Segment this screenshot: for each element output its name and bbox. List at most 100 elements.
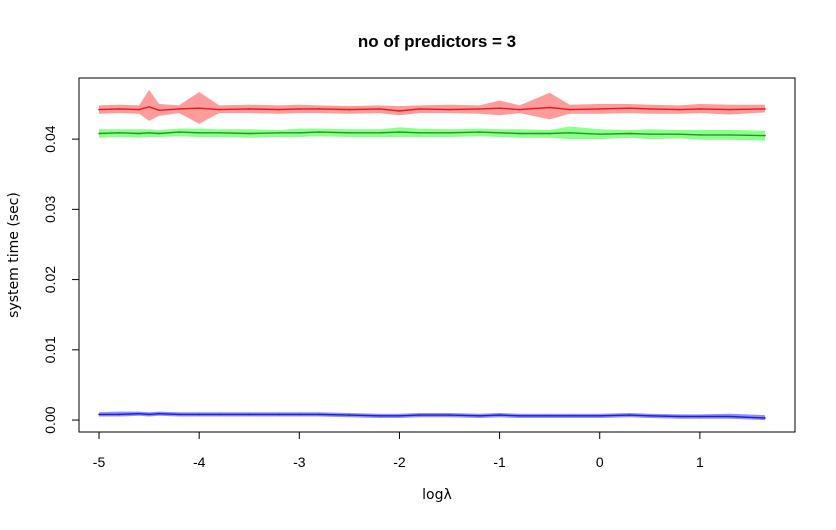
x-tick-label: -2 bbox=[393, 454, 406, 470]
series-2-point bbox=[649, 415, 651, 417]
series-1-point bbox=[98, 132, 100, 135]
chart-title: no of predictors = 3 bbox=[358, 32, 516, 51]
y-tick-label: 0.02 bbox=[42, 266, 58, 293]
x-tick-label: 1 bbox=[696, 454, 704, 470]
series-0-band bbox=[99, 89, 765, 124]
series-1-point bbox=[649, 133, 651, 135]
x-tick-label: -3 bbox=[293, 454, 306, 470]
series-2-point bbox=[378, 415, 381, 417]
series-2-point bbox=[679, 415, 681, 418]
series-0-point bbox=[138, 108, 140, 111]
y-axis: 0.00 0.01 0.02 0.03 0.04 bbox=[42, 125, 80, 434]
series-1-point bbox=[148, 132, 150, 134]
series-0-point bbox=[248, 108, 250, 110]
series-0-point bbox=[649, 108, 651, 110]
series-0-point bbox=[298, 108, 301, 110]
series-2-point bbox=[218, 413, 220, 416]
x-axis-label: logλ bbox=[422, 487, 452, 503]
series-1-point bbox=[764, 134, 766, 137]
x-tick-label: -4 bbox=[193, 454, 206, 470]
y-tick-label: 0.01 bbox=[42, 336, 58, 363]
series-2-point bbox=[699, 415, 701, 418]
series-2-point bbox=[278, 413, 281, 416]
x-tick-label: -5 bbox=[93, 454, 106, 470]
series-2-point bbox=[398, 415, 401, 417]
plot-area bbox=[98, 89, 766, 421]
series-0-point bbox=[318, 108, 321, 110]
series-0-point bbox=[448, 108, 451, 111]
series-1-point bbox=[278, 132, 281, 134]
series-1-point bbox=[568, 132, 571, 134]
series-1-point bbox=[478, 131, 481, 133]
series-0-point bbox=[218, 108, 220, 111]
series-1-point bbox=[198, 132, 200, 134]
series-2-point bbox=[548, 415, 551, 417]
series-0-point bbox=[518, 108, 521, 111]
series-2-point bbox=[118, 413, 120, 416]
y-tick-label: 0.03 bbox=[42, 195, 58, 222]
series-0-point bbox=[198, 107, 200, 109]
series-2-point bbox=[478, 415, 481, 417]
series-2-point bbox=[148, 413, 150, 416]
series-2-point bbox=[568, 415, 571, 417]
x-tick-label: 0 bbox=[596, 454, 604, 470]
x-axis: -5 -4 -3 -2 -1 0 1 bbox=[93, 431, 704, 470]
series-0-point bbox=[478, 108, 481, 110]
series-1-point bbox=[178, 131, 180, 133]
series-2-point bbox=[248, 413, 250, 416]
series-1-point bbox=[598, 133, 601, 135]
series-0-point bbox=[699, 108, 701, 110]
series-2-point bbox=[418, 414, 421, 416]
series-1-point bbox=[699, 134, 701, 136]
series-0-point bbox=[278, 108, 281, 111]
series-2-point bbox=[598, 415, 601, 417]
series-1-point bbox=[298, 132, 301, 134]
series-2-point bbox=[138, 412, 140, 415]
series-0-point bbox=[118, 108, 120, 110]
series-2-point bbox=[298, 413, 301, 416]
series-0-point bbox=[398, 110, 401, 112]
series-2-point bbox=[448, 414, 451, 416]
series-0-point bbox=[764, 108, 766, 110]
series-1-point bbox=[548, 132, 551, 135]
series-0-point bbox=[348, 108, 351, 111]
series-1-point bbox=[629, 132, 631, 135]
y-tick-label: 0.04 bbox=[42, 125, 58, 152]
series-0-point bbox=[498, 107, 501, 109]
series-2-point bbox=[629, 414, 631, 416]
series-2-point bbox=[518, 415, 521, 417]
series-1-point bbox=[218, 132, 220, 134]
series-1-point bbox=[498, 132, 501, 134]
series-1-point bbox=[158, 132, 160, 135]
series-0-point bbox=[568, 108, 571, 111]
series-0-point bbox=[178, 108, 180, 110]
series-2-point bbox=[498, 414, 501, 416]
series-0-point bbox=[629, 107, 631, 109]
series-1-point bbox=[138, 132, 140, 135]
series-1-point bbox=[679, 133, 681, 135]
y-axis-label: system time (sec) bbox=[6, 192, 22, 318]
series-0-point bbox=[729, 108, 731, 111]
series-2-point bbox=[764, 417, 766, 419]
series-0-point bbox=[548, 106, 551, 109]
series-0-point bbox=[679, 108, 681, 111]
series-1-point bbox=[118, 132, 120, 134]
series-2-point bbox=[178, 413, 180, 416]
series-2-point bbox=[98, 413, 100, 416]
series-1-point bbox=[448, 132, 451, 134]
series-2-point bbox=[348, 414, 351, 416]
series-0-point bbox=[158, 109, 160, 112]
series-1-point bbox=[729, 134, 731, 136]
series-2-point bbox=[729, 415, 731, 418]
series-1-point bbox=[348, 132, 351, 134]
series-1-point bbox=[378, 132, 381, 134]
series-2-point bbox=[158, 412, 160, 415]
series-0-point bbox=[598, 108, 601, 110]
series-2-point bbox=[198, 413, 200, 416]
series-1-point bbox=[318, 131, 321, 133]
series-0-point bbox=[418, 108, 421, 110]
series-0-point bbox=[378, 108, 381, 110]
series-2-point bbox=[318, 413, 321, 416]
series-1-point bbox=[248, 132, 250, 135]
